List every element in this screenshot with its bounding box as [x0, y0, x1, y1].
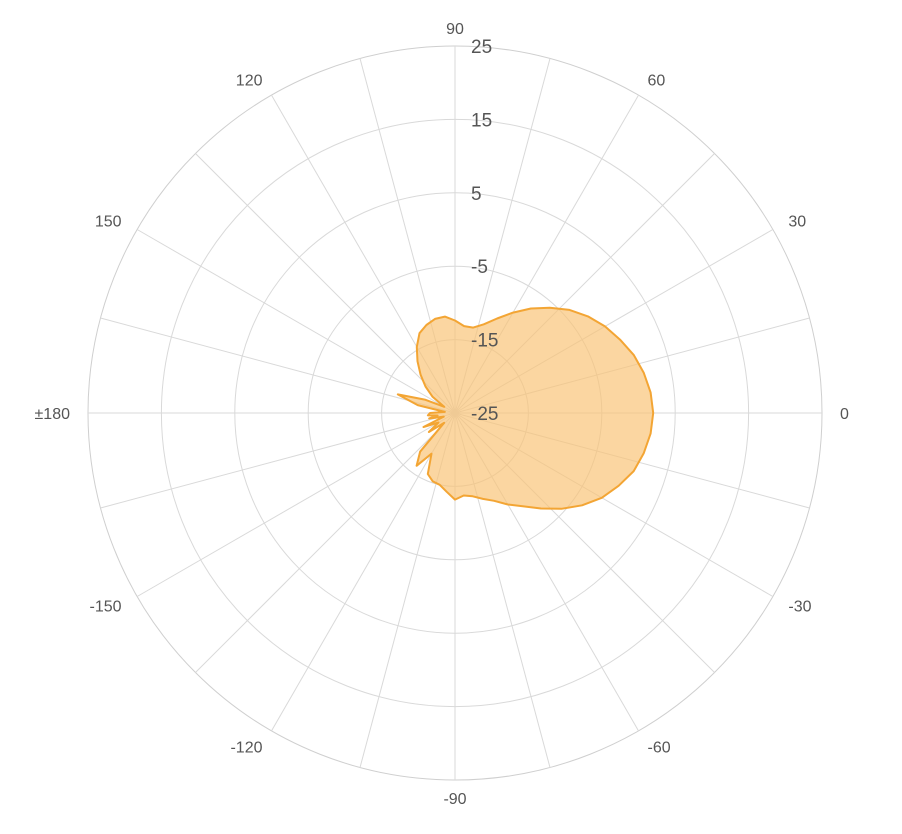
angle-tick-label: 150: [95, 214, 122, 231]
series-layer: [396, 306, 655, 510]
angle-tick-label: ±180: [35, 406, 71, 423]
angle-tick-label: 120: [236, 73, 263, 90]
grid-spoke: [195, 153, 456, 414]
radial-tick-label: 5: [471, 184, 482, 205]
radial-tick-label: 15: [471, 110, 492, 131]
radial-tick-label: -15: [471, 331, 498, 352]
radial-tick-label: -5: [471, 257, 488, 278]
angle-tick-label: 30: [788, 214, 806, 231]
angle-axis-labels: 0 30 60 90 120 150 ±180 -150 -120 -90 -60 -30: [35, 21, 849, 808]
radial-tick-label: 25: [471, 37, 492, 58]
angle-tick-label: 90: [446, 21, 464, 38]
angle-tick-label: 60: [648, 73, 666, 90]
angle-tick-label: -30: [788, 599, 811, 616]
grid-spoke: [136, 412, 456, 597]
grid-spoke: [195, 412, 456, 673]
grid-spoke: [136, 229, 456, 414]
angle-tick-label: -120: [230, 739, 262, 756]
series-area-0: [396, 306, 655, 510]
grid-spoke: [100, 317, 456, 414]
angle-tick-label: -60: [648, 739, 671, 756]
radial-axis-labels: -25 -15 -5 5 15 25: [471, 37, 498, 425]
angle-tick-label: -150: [90, 599, 122, 616]
radial-tick-label: -25: [471, 404, 498, 425]
grid-spoke: [271, 412, 456, 732]
angle-tick-label: -90: [443, 791, 466, 808]
grid-spoke: [100, 412, 456, 509]
angle-tick-label: 0: [840, 406, 849, 423]
